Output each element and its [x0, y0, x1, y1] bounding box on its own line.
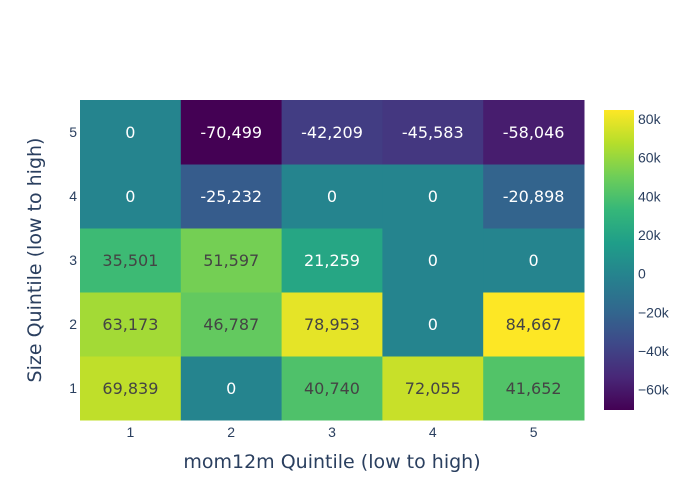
y-tick-label: 4: [69, 188, 77, 204]
cell-value-label: 0: [428, 315, 438, 334]
heatmap-cell: [382, 292, 484, 357]
y-axis-ticks: 1 2 3 4 5: [69, 124, 77, 396]
cell-value-label: 40,740: [304, 379, 360, 398]
x-axis-ticks: 1 2 3 4 5: [127, 424, 538, 440]
colorbar-tick-label: 20k: [638, 227, 662, 243]
cell-value-label: -70,499: [200, 123, 262, 142]
heatmap-cell: [483, 100, 585, 165]
x-tick-label: 3: [328, 424, 336, 440]
colorbar-tick-label: −40k: [638, 343, 670, 359]
colorbar-tick-label: 40k: [638, 188, 662, 204]
y-tick-label: 1: [69, 380, 77, 396]
x-tick-label: 4: [429, 424, 437, 440]
cell-value-label: -20,898: [503, 187, 565, 206]
heatmap-cell: [382, 356, 484, 421]
cell-value-label: 46,787: [203, 315, 259, 334]
colorbar-tick-label: 60k: [638, 150, 662, 166]
heatmap-cell: [80, 292, 182, 357]
x-axis-title: mom12m Quintile (low to high): [183, 451, 480, 473]
cell-value-label: -45,583: [402, 123, 464, 142]
x-tick-label: 1: [127, 424, 135, 440]
cell-value-label: 72,055: [405, 379, 461, 398]
colorbar-tick-label: 0: [638, 266, 646, 282]
cell-value-label: 69,839: [102, 379, 158, 398]
heatmap-cell: [281, 164, 383, 229]
cell-value-label: 78,953: [304, 315, 360, 334]
cell-value-label: 35,501: [102, 251, 158, 270]
colorbar-ticks: 80k 60k 40k 20k 0 −20k −40k −60k: [638, 111, 670, 398]
heatmap-cell: [80, 100, 182, 165]
heatmap-cell: [80, 356, 182, 421]
y-tick-label: 2: [69, 316, 77, 332]
heatmap-cell: [180, 292, 283, 357]
cell-value-label: 21,259: [304, 251, 360, 270]
heatmap-cell: [180, 164, 283, 229]
cell-value-label: 0: [327, 187, 337, 206]
heatmap-cell: [80, 228, 182, 293]
heatmap-cell: [483, 292, 585, 357]
heatmap-cell: [281, 228, 383, 293]
heatmap-cell: [483, 228, 585, 293]
y-tick-label: 3: [69, 252, 77, 268]
x-tick-label: 5: [530, 424, 538, 440]
heatmap-cell: [180, 356, 283, 421]
y-tick-label: 5: [69, 124, 77, 140]
heatmap-cell: [180, 228, 283, 293]
cell-value-label: 51,597: [203, 251, 259, 270]
cell-value-label: 84,667: [506, 315, 562, 334]
heatmap-cell: [80, 164, 182, 229]
cell-value-label: -58,046: [503, 123, 565, 142]
colorbar: [604, 110, 634, 410]
colorbar-tick-label: −60k: [638, 382, 670, 398]
cell-value-label: 0: [125, 123, 135, 142]
heatmap-cell: [281, 356, 383, 421]
cell-value-label: 0: [428, 187, 438, 206]
heatmap-cell: [483, 164, 585, 229]
cell-value-label: 41,652: [506, 379, 562, 398]
x-tick-label: 2: [227, 424, 235, 440]
heatmap-cells: 69,839 0 40,740 72,055 41,652 63,173 46,787 78,…: [80, 100, 585, 421]
cell-value-label: 63,173: [102, 315, 158, 334]
heatmap-cell: [483, 356, 585, 421]
cell-value-label: -25,232: [200, 187, 262, 206]
heatmap-cell: [281, 292, 383, 357]
cell-value-label: 0: [125, 187, 135, 206]
y-axis-title: Size Quintile (low to high): [24, 138, 46, 383]
colorbar-tick-label: −20k: [638, 304, 670, 320]
cell-value-label: -42,209: [301, 123, 363, 142]
cell-value-label: 0: [529, 251, 539, 270]
colorbar-tick-label: 80k: [638, 111, 662, 127]
cell-value-label: 0: [428, 251, 438, 270]
heatmap-cell: [382, 228, 484, 293]
heatmap-cell: [180, 100, 283, 165]
cell-value-label: 0: [226, 379, 236, 398]
heatmap-cell: [281, 100, 383, 165]
heatmap-cell: [382, 164, 484, 229]
heatmap-cell: [382, 100, 484, 165]
